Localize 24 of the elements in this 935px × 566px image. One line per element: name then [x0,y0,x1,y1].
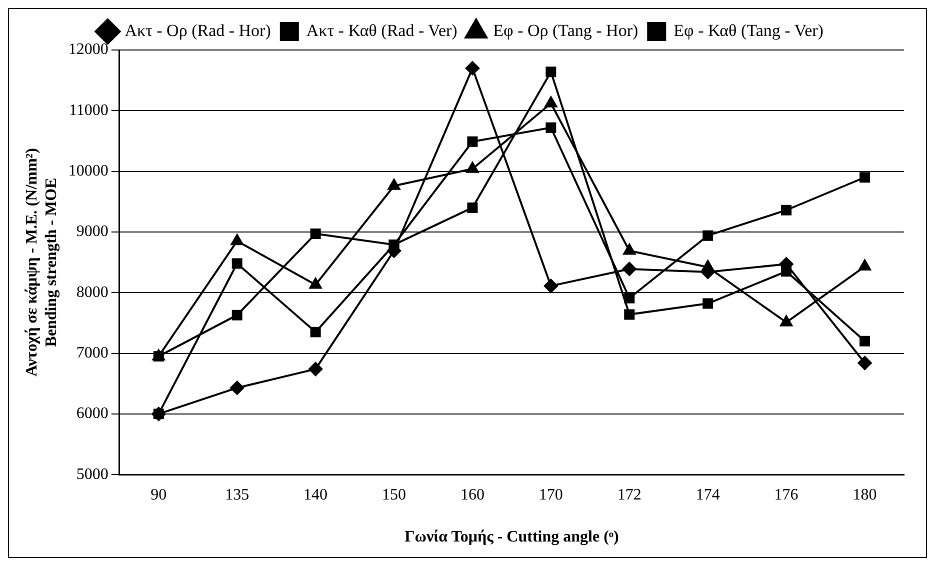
y-tick-label: 6000 [76,405,108,422]
legend-label: Εφ - Ορ (Tang - Hor) [493,20,638,40]
y-tick-label: 7000 [76,344,108,362]
x-tick-label: 160 [460,486,484,504]
x-axis-title: Γωνία Τομής - Cutting angle (ᵒ) [404,528,619,546]
x-tick-label: 140 [304,486,328,504]
y-tick-label: 12000 [68,41,108,58]
x-tick-label: 172 [617,486,642,504]
y-tick-label: 5000 [76,466,108,483]
y-tick-label: 11000 [68,102,108,119]
x-tick-label: 90 [150,486,167,504]
legend-label: Εφ - Καθ (Tang - Ver) [674,20,824,40]
x-tick-label: 180 [852,486,877,504]
x-tick-label: 135 [225,486,250,504]
x-tick-label: 170 [538,486,563,504]
y-tick-label: 10000 [68,162,108,180]
y-axis-title: Αντοχή σε κάμψη - Μ.Ε. (N/mm²) Bending strength - MOE [24,148,60,377]
y-tick-label: 9000 [76,223,108,240]
x-tick-label: 150 [382,486,406,504]
x-tick-label: 174 [696,486,720,504]
x-tick-label: 176 [774,486,798,504]
legend-label: Ακτ - Ορ (Rad - Hor) [124,20,271,40]
legend-label: Ακτ - Καθ (Rad - Ver) [306,20,458,40]
y-tick-label: 8000 [76,284,108,301]
